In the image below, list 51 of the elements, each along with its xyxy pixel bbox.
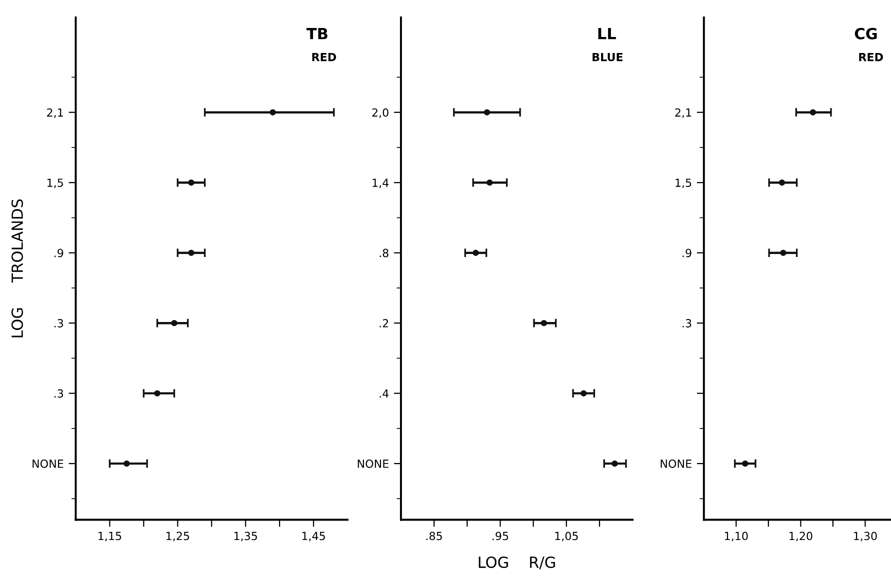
point xyxy=(171,320,178,326)
text: CG xyxy=(854,28,877,40)
x-tick-label: .95 xyxy=(492,532,508,540)
point xyxy=(780,250,786,256)
x-tick-label: 1,45 xyxy=(302,532,325,542)
y-tick-label: NONE xyxy=(660,460,692,468)
point xyxy=(778,179,786,186)
x-tick-label: 1,35 xyxy=(234,532,257,542)
point xyxy=(472,250,479,256)
point xyxy=(484,109,490,116)
y-tick-label: 2,1 xyxy=(47,108,63,118)
point xyxy=(124,460,130,467)
y-tick-label: 1,4 xyxy=(372,178,389,188)
y-tick-label: .2 xyxy=(380,319,388,328)
y-tick-label: 2,0 xyxy=(372,108,388,118)
y-tick-label: .9 xyxy=(54,248,64,258)
x-axis-title: LOG R/G xyxy=(478,556,555,570)
point xyxy=(742,460,748,467)
point xyxy=(810,109,816,116)
y-tick-label: 1,5 xyxy=(47,178,63,188)
text: RED xyxy=(859,53,883,62)
x-tick-label: 1,25 xyxy=(166,532,190,542)
y-tick-label: .3 xyxy=(54,389,64,398)
y-tick-label: NONE xyxy=(32,460,64,468)
y-tick-label: 2,1 xyxy=(675,108,692,118)
y-tick-label: NONE xyxy=(358,460,388,468)
point xyxy=(188,250,194,256)
text: TB xyxy=(306,28,328,40)
point xyxy=(580,390,587,396)
text: LL xyxy=(598,28,616,40)
point xyxy=(154,390,160,396)
y-tick-label: .8 xyxy=(380,248,388,258)
x-tick-label: 1,15 xyxy=(98,532,122,542)
y-tick-label: .3 xyxy=(682,319,692,328)
point xyxy=(540,320,548,326)
x-tick-label: 1,20 xyxy=(790,532,812,542)
x-tick-label: 1,30 xyxy=(854,532,877,542)
x-tick-label: 1,05 xyxy=(555,532,578,542)
y-tick-label: 1,5 xyxy=(676,178,692,188)
x-tick-label: .85 xyxy=(426,532,442,540)
point xyxy=(270,109,276,116)
point xyxy=(188,179,194,186)
x-tick-label: 1,10 xyxy=(725,532,748,542)
y-tick-label: .4 xyxy=(380,389,389,398)
y-axis-title: LOG TROLANDS xyxy=(11,199,24,338)
text: BLUE xyxy=(592,53,623,62)
point xyxy=(612,460,618,467)
y-tick-label: .3 xyxy=(54,319,64,328)
y-tick-label: .9 xyxy=(682,248,692,258)
text: RED xyxy=(312,53,336,62)
point xyxy=(486,179,493,186)
